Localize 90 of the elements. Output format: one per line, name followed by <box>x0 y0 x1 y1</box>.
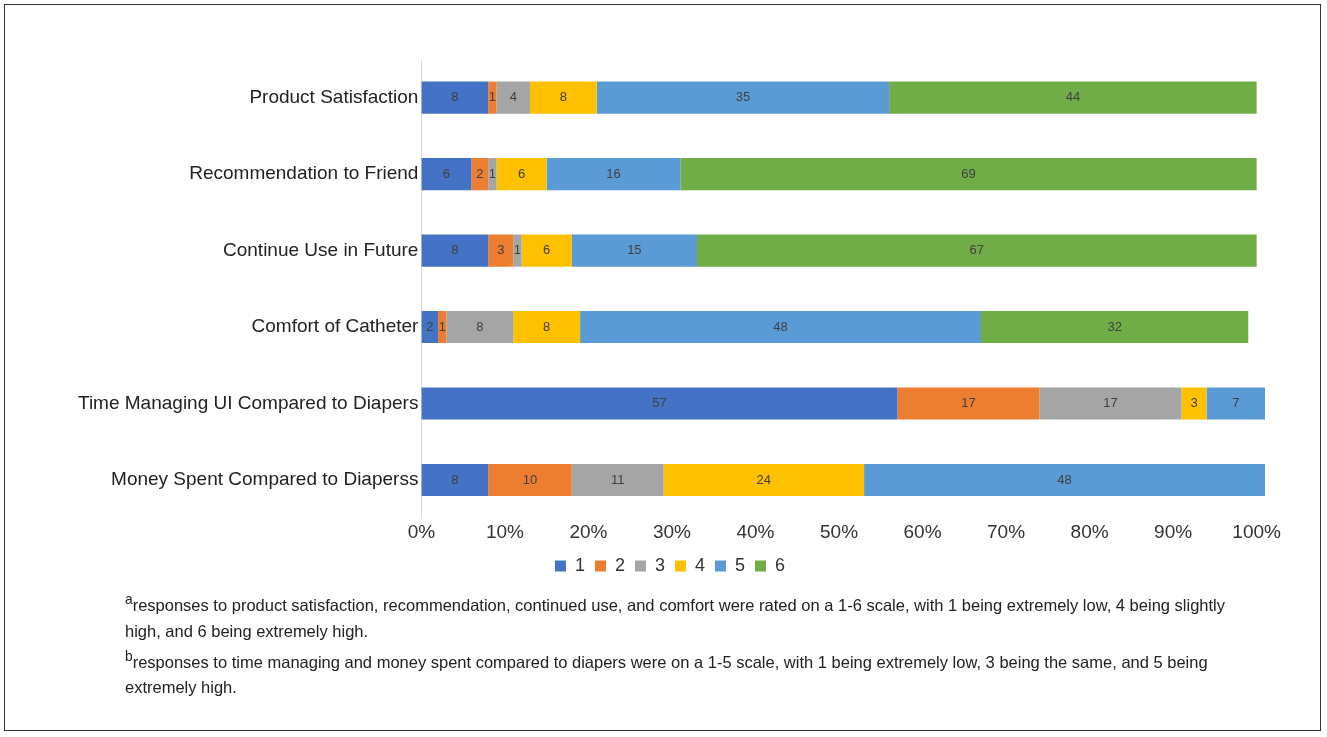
bar <box>421 158 472 191</box>
data-label: 8 <box>559 89 567 105</box>
data-label: 48 <box>1057 471 1072 487</box>
bar <box>488 158 497 191</box>
text: $^{b}$responses to time managing and money spent compared to diapers were on a 1-5 scale, with 1 being extremely low, 3 being the same, and 5 being extremely high. <box>125 647 1209 698</box>
bar <box>446 310 514 344</box>
data-label: 8 <box>476 318 484 334</box>
bar <box>488 81 497 114</box>
data-label: 35 <box>735 89 751 105</box>
legend-label: 2 <box>614 554 625 575</box>
x-tick-label: 70% <box>987 520 1026 542</box>
bar <box>521 234 572 267</box>
data-label: 48 <box>773 318 788 334</box>
x-tick-label: 90% <box>1154 520 1193 542</box>
legend-label: 3 <box>654 554 665 575</box>
bar <box>981 310 1249 344</box>
y-tick-label: Money Spent Compared to Diaperss <box>111 468 419 490</box>
legend-label: 5 <box>735 554 746 575</box>
data-label: 1 <box>488 165 496 181</box>
data-label: 1 <box>513 242 522 258</box>
x-tick-label: 10% <box>485 520 525 542</box>
bar <box>571 463 664 497</box>
data-label: 1 <box>488 89 496 105</box>
bar <box>697 234 1257 267</box>
data-label: 7 <box>1232 395 1240 411</box>
bar <box>496 81 530 114</box>
data-label: 16 <box>606 165 621 181</box>
data-label: 2 <box>426 318 434 334</box>
data-label: 6 <box>518 165 526 181</box>
data-label: 57 <box>652 395 667 411</box>
data-label: 6 <box>442 165 451 181</box>
bar <box>513 234 522 267</box>
data-label: 15 <box>627 242 642 258</box>
bar <box>1039 387 1182 420</box>
text: $^{a}$responses to product satisfaction, recommendation, continued use, and comfort were rated on a 1-6 scale, with 1 being extremely low, 4 being slightly high, and 6 being extremely high. <box>125 591 1226 642</box>
bar <box>1181 387 1207 420</box>
y-tick-label: Time Managing UI Compared to Diapers <box>78 391 419 413</box>
y-tick-label: Recommendation to Friend <box>189 162 419 184</box>
bar <box>680 158 1257 191</box>
y-tick-label: Comfort of Catheter <box>251 315 420 337</box>
bar <box>421 81 489 114</box>
data-label: 32 <box>1107 318 1122 334</box>
data-label: 11 <box>610 471 625 487</box>
y-tick-label: Continue Use in Future <box>223 238 419 260</box>
data-label: 17 <box>1103 395 1118 411</box>
x-tick-label: 80% <box>1070 520 1109 542</box>
x-tick-label: 50% <box>820 520 859 542</box>
bar <box>580 310 982 344</box>
bar <box>1206 387 1265 420</box>
data-label: 8 <box>451 242 459 258</box>
data-label: 8 <box>451 89 459 105</box>
data-label: 8 <box>451 471 459 487</box>
bar <box>488 234 514 267</box>
x-tick-label: 60% <box>903 520 942 542</box>
bar <box>421 234 489 267</box>
bar <box>421 463 489 497</box>
data-label: 10 <box>522 471 538 487</box>
data-label: 69 <box>961 165 976 181</box>
x-tick-label: 100% <box>1232 520 1282 542</box>
bar <box>421 387 898 420</box>
bar <box>513 310 581 344</box>
data-label: 2 <box>476 165 484 181</box>
bar <box>663 463 865 497</box>
data-label: 8 <box>543 318 551 334</box>
data-label: 6 <box>543 242 551 258</box>
bar <box>488 463 572 497</box>
x-tick-label: 30% <box>652 520 692 542</box>
x-tick-label: 40% <box>736 520 775 542</box>
data-label: 17 <box>961 395 976 411</box>
bar <box>496 158 547 191</box>
data-label: 67 <box>969 242 985 258</box>
bar <box>546 158 681 191</box>
data-label: 4 <box>509 89 517 105</box>
bar <box>529 81 597 114</box>
bar <box>571 234 698 267</box>
x-tick-label: 20% <box>569 520 608 542</box>
x-tick-label: 0% <box>407 520 436 542</box>
data-label: 3 <box>1190 395 1198 411</box>
bar <box>864 463 1265 497</box>
legend-label: 1 <box>574 554 585 575</box>
data-label: 44 <box>1065 89 1081 105</box>
y-tick-label: Product Satisfaction <box>249 85 419 107</box>
bar <box>596 81 890 114</box>
legend-label: 4 <box>695 554 706 575</box>
bar <box>897 387 1040 420</box>
data-label: 24 <box>756 471 772 487</box>
legend-label: 6 <box>775 554 786 575</box>
data-label: 3 <box>497 242 505 258</box>
data-label: 1 <box>438 318 446 334</box>
bar <box>889 81 1257 114</box>
